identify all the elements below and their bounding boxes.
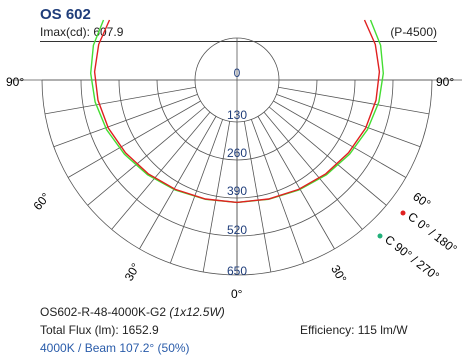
model-line: OS602-R-48-4000K-G2 (1x12.5W) — [40, 305, 225, 319]
model-detail: (1x12.5W) — [169, 305, 225, 319]
grid-spoke — [250, 119, 305, 264]
angle-label-right-90: 90° — [436, 75, 454, 89]
grid-spoke — [44, 86, 196, 115]
grid-spoke — [278, 86, 430, 115]
grid-spoke — [67, 100, 201, 178]
polar-curves — [89, 19, 385, 204]
angle-label-left-60: 60° — [30, 190, 53, 213]
radial-label-130: 130 — [227, 108, 247, 122]
header-divider — [40, 41, 437, 42]
total-flux: Total Flux (lm): 1652.9 — [40, 323, 159, 337]
grid-spoke — [276, 93, 421, 148]
grid-spoke — [53, 93, 198, 148]
product-title: OS 602 — [40, 6, 91, 23]
grid-spoke — [263, 111, 363, 230]
polar-grid — [12, 37, 462, 276]
angle-label-left-30: 30° — [122, 261, 143, 284]
curve-c0 — [93, 19, 381, 204]
grid-spoke — [243, 121, 272, 273]
polar-diagram: 90° 90° 60° 60° 30° 30° 0° 0 130 260 390… — [6, 19, 462, 300]
grid-spoke — [268, 106, 387, 206]
efficiency: Efficiency: 115 lm/W — [300, 323, 408, 337]
radial-label-0: 0 — [234, 66, 241, 80]
legend-dot-c90 — [377, 233, 383, 239]
model-code: OS602-R-48-4000K-G2 — [40, 305, 167, 319]
radial-label-520: 520 — [227, 223, 247, 237]
angle-label-bottom-0: 0° — [231, 287, 243, 300]
angle-label-right-60: 60° — [410, 189, 433, 211]
product-code: (P-4500) — [390, 25, 437, 39]
legend-dot-c0 — [400, 210, 406, 216]
radial-label-260: 260 — [227, 146, 247, 160]
grid-spoke — [139, 116, 217, 250]
grid-spoke — [202, 121, 231, 273]
grid-spoke — [273, 100, 407, 178]
radial-label-650: 650 — [227, 264, 247, 278]
radial-label-390: 390 — [227, 184, 247, 198]
grid-spoke — [87, 106, 206, 206]
cct-beam: 4000K / Beam 107.2° (50%) — [40, 341, 190, 355]
angle-label-right-30: 30° — [328, 263, 349, 286]
angle-label-left-90: 90° — [6, 75, 24, 89]
grid-spoke — [169, 119, 224, 264]
grid-spoke — [257, 116, 335, 250]
grid-spoke — [111, 111, 211, 230]
